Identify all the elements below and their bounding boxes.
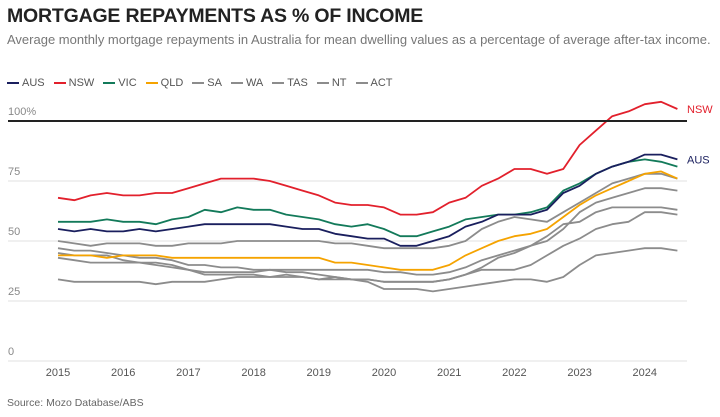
legend-label: ACT: [370, 77, 393, 89]
legend-swatch: [230, 82, 243, 85]
series-line-nt: [57, 247, 678, 293]
series-line-aus: [57, 153, 678, 247]
legend-item-act: ACT: [355, 77, 393, 89]
series-line-qld: [58, 170, 678, 271]
legend-swatch: [103, 82, 116, 85]
series-line-act: [57, 172, 678, 250]
y-tick-label: 50: [8, 226, 20, 238]
legend-swatch: [316, 82, 329, 85]
legend-swatch: [355, 82, 368, 85]
source-note: Source: Mozo Database/ABS: [7, 397, 144, 409]
legend-item-qld: QLD: [145, 77, 184, 89]
x-tick-label: 2021: [437, 367, 461, 379]
legend-item-vic: VIC: [103, 77, 137, 89]
series-line-vic: [58, 158, 678, 238]
end-label-nsw: NSW: [687, 104, 713, 116]
y-tick-label: 0: [8, 346, 14, 358]
y-tick-label: 75: [8, 166, 20, 178]
y-tick-label: 25: [8, 286, 20, 298]
x-tick-label: 2015: [46, 367, 70, 379]
legend-label: AUS: [22, 77, 45, 89]
legend-label: VIC: [118, 77, 137, 89]
x-tick-label: 2019: [307, 367, 331, 379]
legend-label: TAS: [287, 77, 308, 89]
legend-item-sa: SA: [192, 77, 222, 89]
chart-title: MORTGAGE REPAYMENTS AS % OF INCOME: [7, 5, 424, 27]
legend-label: WA: [245, 77, 264, 89]
legend: AUS NSW VIC QLD SA WA TAS NT ACT: [7, 77, 393, 89]
x-tick-label: 2017: [176, 367, 200, 379]
x-tick-label: 2016: [111, 367, 135, 379]
legend-item-nt: NT: [316, 77, 347, 89]
legend-swatch: [7, 82, 19, 85]
legend-label: SA: [207, 77, 222, 89]
legend-item-tas: TAS: [272, 77, 308, 89]
legend-swatch: [272, 82, 285, 85]
legend-swatch: [53, 82, 66, 85]
legend-label: QLD: [160, 77, 184, 89]
series-line-tas: [57, 211, 678, 283]
legend-item-wa: WA: [230, 77, 264, 89]
legend-swatch: [192, 82, 205, 85]
series-line-nsw: [57, 100, 678, 216]
x-tick-label: 2023: [567, 367, 591, 379]
x-tick-label: 2018: [241, 367, 265, 379]
end-label-aus: AUS: [687, 154, 710, 166]
x-tick-label: 2022: [502, 367, 526, 379]
legend-item-aus: AUS: [7, 77, 45, 89]
legend-item-nsw: NSW: [53, 77, 95, 89]
x-tick-label: 2020: [372, 367, 396, 379]
legend-label: NT: [331, 77, 347, 89]
legend-swatch: [145, 82, 158, 85]
chart-subtitle: Average monthly mortgage repayments in A…: [7, 32, 711, 47]
legend-label: NSW: [68, 77, 95, 89]
y-tick-label: 100%: [8, 106, 36, 118]
x-tick-label: 2024: [633, 367, 657, 379]
series-line-sa: [57, 187, 678, 276]
